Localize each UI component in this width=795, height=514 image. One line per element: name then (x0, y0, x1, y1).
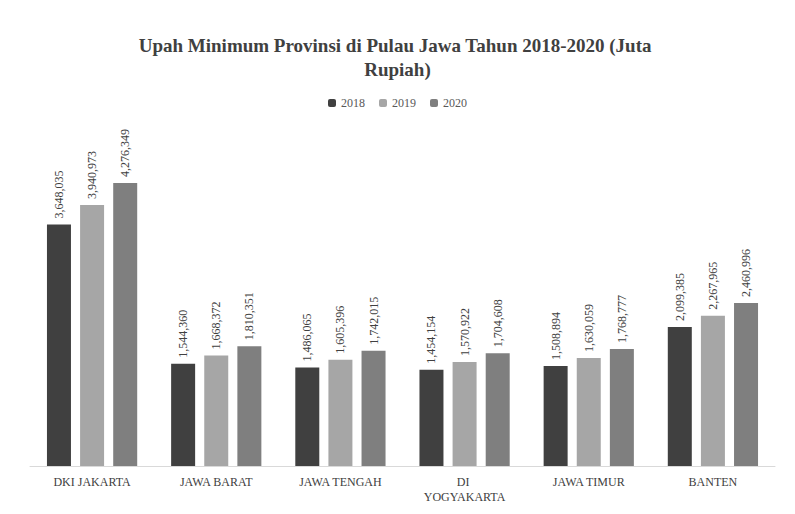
svg-text:2,099,385: 2,099,385 (673, 273, 687, 321)
svg-text:1,742,015: 1,742,015 (367, 297, 381, 345)
svg-text:2018: 2018 (341, 96, 365, 110)
svg-text:3,940,973: 3,940,973 (85, 151, 99, 199)
svg-text:DI: DI (457, 475, 473, 489)
svg-text:1,605,396: 1,605,396 (333, 306, 347, 354)
svg-text:JAWA TENGAH: JAWA TENGAH (299, 475, 382, 489)
svg-text:2020: 2020 (443, 96, 467, 110)
svg-text:2,267,965: 2,267,965 (706, 262, 720, 310)
svg-text:3,648,035: 3,648,035 (52, 171, 66, 219)
svg-text:JAWA BARAT: JAWA BARAT (180, 475, 253, 489)
svg-text:1,454,154: 1,454,154 (424, 316, 438, 364)
svg-text:JAWA TIMUR: JAWA TIMUR (553, 475, 625, 489)
svg-text:2,460,996: 2,460,996 (739, 249, 753, 297)
svg-text:1,570,922: 1,570,922 (458, 308, 472, 356)
svg-text:1,668,372: 1,668,372 (209, 302, 223, 350)
svg-text:YOGYAKARTA: YOGYAKARTA (424, 490, 506, 504)
svg-text:1,810,351: 1,810,351 (242, 292, 256, 340)
svg-text:1,544,360: 1,544,360 (176, 310, 190, 358)
svg-text:DKI JAKARTA: DKI JAKARTA (53, 475, 131, 489)
svg-text:Rupiah): Rupiah) (364, 59, 431, 81)
svg-text:BANTEN: BANTEN (689, 475, 738, 489)
svg-text:1,768,777: 1,768,777 (615, 295, 629, 343)
svg-text:4,276,349: 4,276,349 (118, 129, 132, 177)
svg-text:1,630,059: 1,630,059 (582, 304, 596, 352)
svg-text:2019: 2019 (392, 96, 416, 110)
svg-text:Upah Minimum Provinsi di Pulau: Upah Minimum Provinsi di Pulau Jawa Tahu… (139, 35, 657, 57)
svg-text:1,704,608: 1,704,608 (491, 299, 505, 347)
svg-text:1,508,894: 1,508,894 (549, 312, 563, 360)
svg-text:1,486,065: 1,486,065 (300, 314, 314, 362)
